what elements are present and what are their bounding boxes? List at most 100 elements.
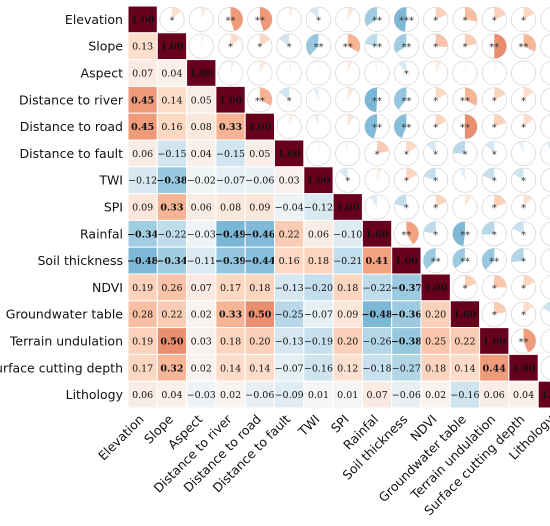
pie-slice-distance-to-road-soil-thickness xyxy=(394,114,407,138)
pie-slice-slope-terrain-undulation xyxy=(494,34,507,59)
row-label-distance-to-river: Distance to river xyxy=(19,92,124,107)
cell-surface-cutting-depth-twi xyxy=(303,353,334,382)
significance-ndvi-surface-cutting-depth: * xyxy=(521,283,526,294)
cell-value-spi-twi: −0.12 xyxy=(304,203,333,214)
row-label-distance-to-fault: Distance to fault xyxy=(19,146,123,161)
cell-value-rainfal-distance-to-road: −0.46 xyxy=(244,229,275,240)
cell-terrain-undulation-aspect xyxy=(186,327,217,355)
pie-outline-aspect-distance-to-fault xyxy=(276,60,302,86)
cell-value-terrain-undulation-distance-to-fault: −0.13 xyxy=(275,337,304,348)
cell-value-lithology-elevation: 0.06 xyxy=(132,390,153,401)
cell-distance-to-road-distance-to-road xyxy=(244,112,275,141)
significance-elevation-soil-thickness: *** xyxy=(399,15,414,26)
row-label-lithology: Lithology xyxy=(66,387,124,402)
cell-value-lithology-distance-to-road: −0.06 xyxy=(245,390,274,401)
cell-value-lithology-surface-cutting-depth: 0.04 xyxy=(513,390,534,401)
cell-value-surface-cutting-depth-terrain-undulation: 0.44 xyxy=(483,363,507,374)
cell-value-lithology-slope: 0.04 xyxy=(161,390,182,401)
pie-slice-twi-surface-cutting-depth xyxy=(513,168,524,181)
pie-slice-slope-soil-thickness xyxy=(394,34,407,53)
cell-ndvi-soil-thickness xyxy=(391,273,422,302)
cell-value-twi-elevation: −0.12 xyxy=(128,176,157,187)
cell-distance-to-river-elevation xyxy=(127,85,158,114)
cell-value-distance-to-river-distance-to-river: 1.00 xyxy=(219,95,243,106)
pie-slice-distance-to-river-distance-to-road xyxy=(259,87,273,106)
cell-value-ndvi-ndvi: 1.00 xyxy=(424,283,448,294)
cell-twi-distance-to-fault xyxy=(274,166,305,195)
significance-slope-spi: ** xyxy=(343,42,353,53)
cell-rainfal-rainfal xyxy=(361,219,393,248)
cell-value-rainfal-rainfal: 1.00 xyxy=(365,229,389,240)
cell-value-ndvi-distance-to-fault: −0.13 xyxy=(275,283,304,294)
cell-surface-cutting-depth-surface-cutting-depth xyxy=(508,353,539,382)
pie-slice-elevation-distance-to-river xyxy=(230,7,243,32)
cell-distance-to-fault-elevation xyxy=(127,139,158,168)
cell-value-groundwater-table-distance-to-river: 0.33 xyxy=(219,310,242,321)
row-label-surface-cutting-depth: Surface cutting depth xyxy=(0,360,123,375)
pie-slice-spi-rainfal xyxy=(369,194,378,207)
cell-value-ndvi-aspect: 0.07 xyxy=(191,283,212,294)
cell-surface-cutting-depth-rainfal xyxy=(361,353,393,382)
significance-slope-soil-thickness: ** xyxy=(401,42,411,53)
cell-slope-elevation xyxy=(127,32,158,61)
pie-slice-twi-rainfal xyxy=(377,168,382,181)
cell-value-groundwater-table-ndvi: 0.20 xyxy=(425,310,446,321)
significance-slope-ndvi: * xyxy=(433,42,438,53)
cell-rainfal-slope xyxy=(156,219,188,248)
cell-value-groundwater-table-soil-thickness: −0.36 xyxy=(391,310,422,321)
cell-value-lithology-distance-to-river: 0.02 xyxy=(220,390,241,401)
row-label-twi: TWI xyxy=(98,173,123,188)
cell-value-lithology-aspect: −0.03 xyxy=(187,390,216,401)
significance-rainfal-surface-cutting-depth: * xyxy=(521,230,526,241)
row-label-slope: Slope xyxy=(88,39,123,54)
cell-value-distance-to-fault-distance-to-road: 0.05 xyxy=(249,149,270,160)
cell-value-ndvi-distance-to-river: 0.17 xyxy=(220,283,241,294)
pie-slice-spi-soil-thickness xyxy=(394,194,407,207)
cell-value-rainfal-twi: 0.06 xyxy=(308,229,329,240)
significance-groundwater-table-terrain-undulation: * xyxy=(492,310,497,321)
pie-slice-elevation-ndvi xyxy=(435,7,447,20)
pie-slice-slope-aspect xyxy=(201,34,205,47)
cell-value-soil-thickness-aspect: −0.11 xyxy=(187,256,216,267)
significance-distance-to-river-distance-to-fault: * xyxy=(287,96,292,107)
cell-value-terrain-undulation-elevation: 0.19 xyxy=(132,337,153,348)
cell-value-groundwater-table-distance-to-road: 0.50 xyxy=(248,310,272,321)
pie-slice-ndvi-groundwater-table xyxy=(464,275,477,288)
cell-value-surface-cutting-depth-spi: 0.12 xyxy=(337,363,358,374)
pie-slice-distance-to-fault-lithology xyxy=(546,141,550,149)
cell-value-twi-distance-to-fault: 0.03 xyxy=(279,176,300,187)
cell-surface-cutting-depth-ndvi xyxy=(420,353,451,382)
cell-lithology-elevation xyxy=(127,380,158,409)
significance-elevation-slope: * xyxy=(169,15,174,26)
row-label-distance-to-road: Distance to road xyxy=(20,119,123,134)
cell-lithology-distance-to-fault xyxy=(274,380,305,409)
pie-outline-distance-to-road-distance-to-fault xyxy=(276,114,302,140)
cell-soil-thickness-slope xyxy=(156,246,188,275)
cell-value-groundwater-table-slope: 0.22 xyxy=(161,310,182,321)
cell-value-surface-cutting-depth-surface-cutting-depth: 1.00 xyxy=(512,363,536,374)
cell-ndvi-distance-to-river xyxy=(215,273,246,302)
pie-outline-ndvi-lithology xyxy=(540,275,550,300)
cell-value-terrain-undulation-terrain-undulation: 1.00 xyxy=(483,337,507,348)
cell-value-lithology-ndvi: 0.02 xyxy=(425,390,446,401)
significance-slope-rainfal: ** xyxy=(372,42,382,53)
cell-value-ndvi-distance-to-road: 0.18 xyxy=(249,283,270,294)
significance-distance-to-river-rainfal: ** xyxy=(372,96,382,107)
cell-lithology-twi xyxy=(303,380,334,409)
cell-value-slope-elevation: 0.13 xyxy=(132,42,153,53)
cell-lithology-aspect xyxy=(186,380,217,409)
cell-terrain-undulation-ndvi xyxy=(420,327,451,355)
pie-slice-rainfal-terrain-undulation xyxy=(482,221,495,235)
cell-value-twi-aspect: −0.02 xyxy=(187,176,216,187)
cell-groundwater-table-groundwater-table xyxy=(449,300,481,329)
pie-outline-rainfal-lithology xyxy=(540,221,550,247)
cell-value-soil-thickness-distance-to-fault: 0.16 xyxy=(279,256,300,267)
significance-distance-to-river-groundwater-table: ** xyxy=(460,96,470,107)
cell-value-ndvi-soil-thickness: −0.37 xyxy=(391,283,422,294)
cell-groundwater-table-rainfal xyxy=(361,300,393,329)
cell-value-rainfal-elevation: −0.34 xyxy=(127,229,158,240)
pie-slice-distance-to-road-spi xyxy=(347,114,355,127)
pie-outline-slope-lithology xyxy=(540,33,550,59)
significance-spi-ndvi: * xyxy=(433,203,438,214)
column-label-spi: SPI xyxy=(328,412,352,436)
